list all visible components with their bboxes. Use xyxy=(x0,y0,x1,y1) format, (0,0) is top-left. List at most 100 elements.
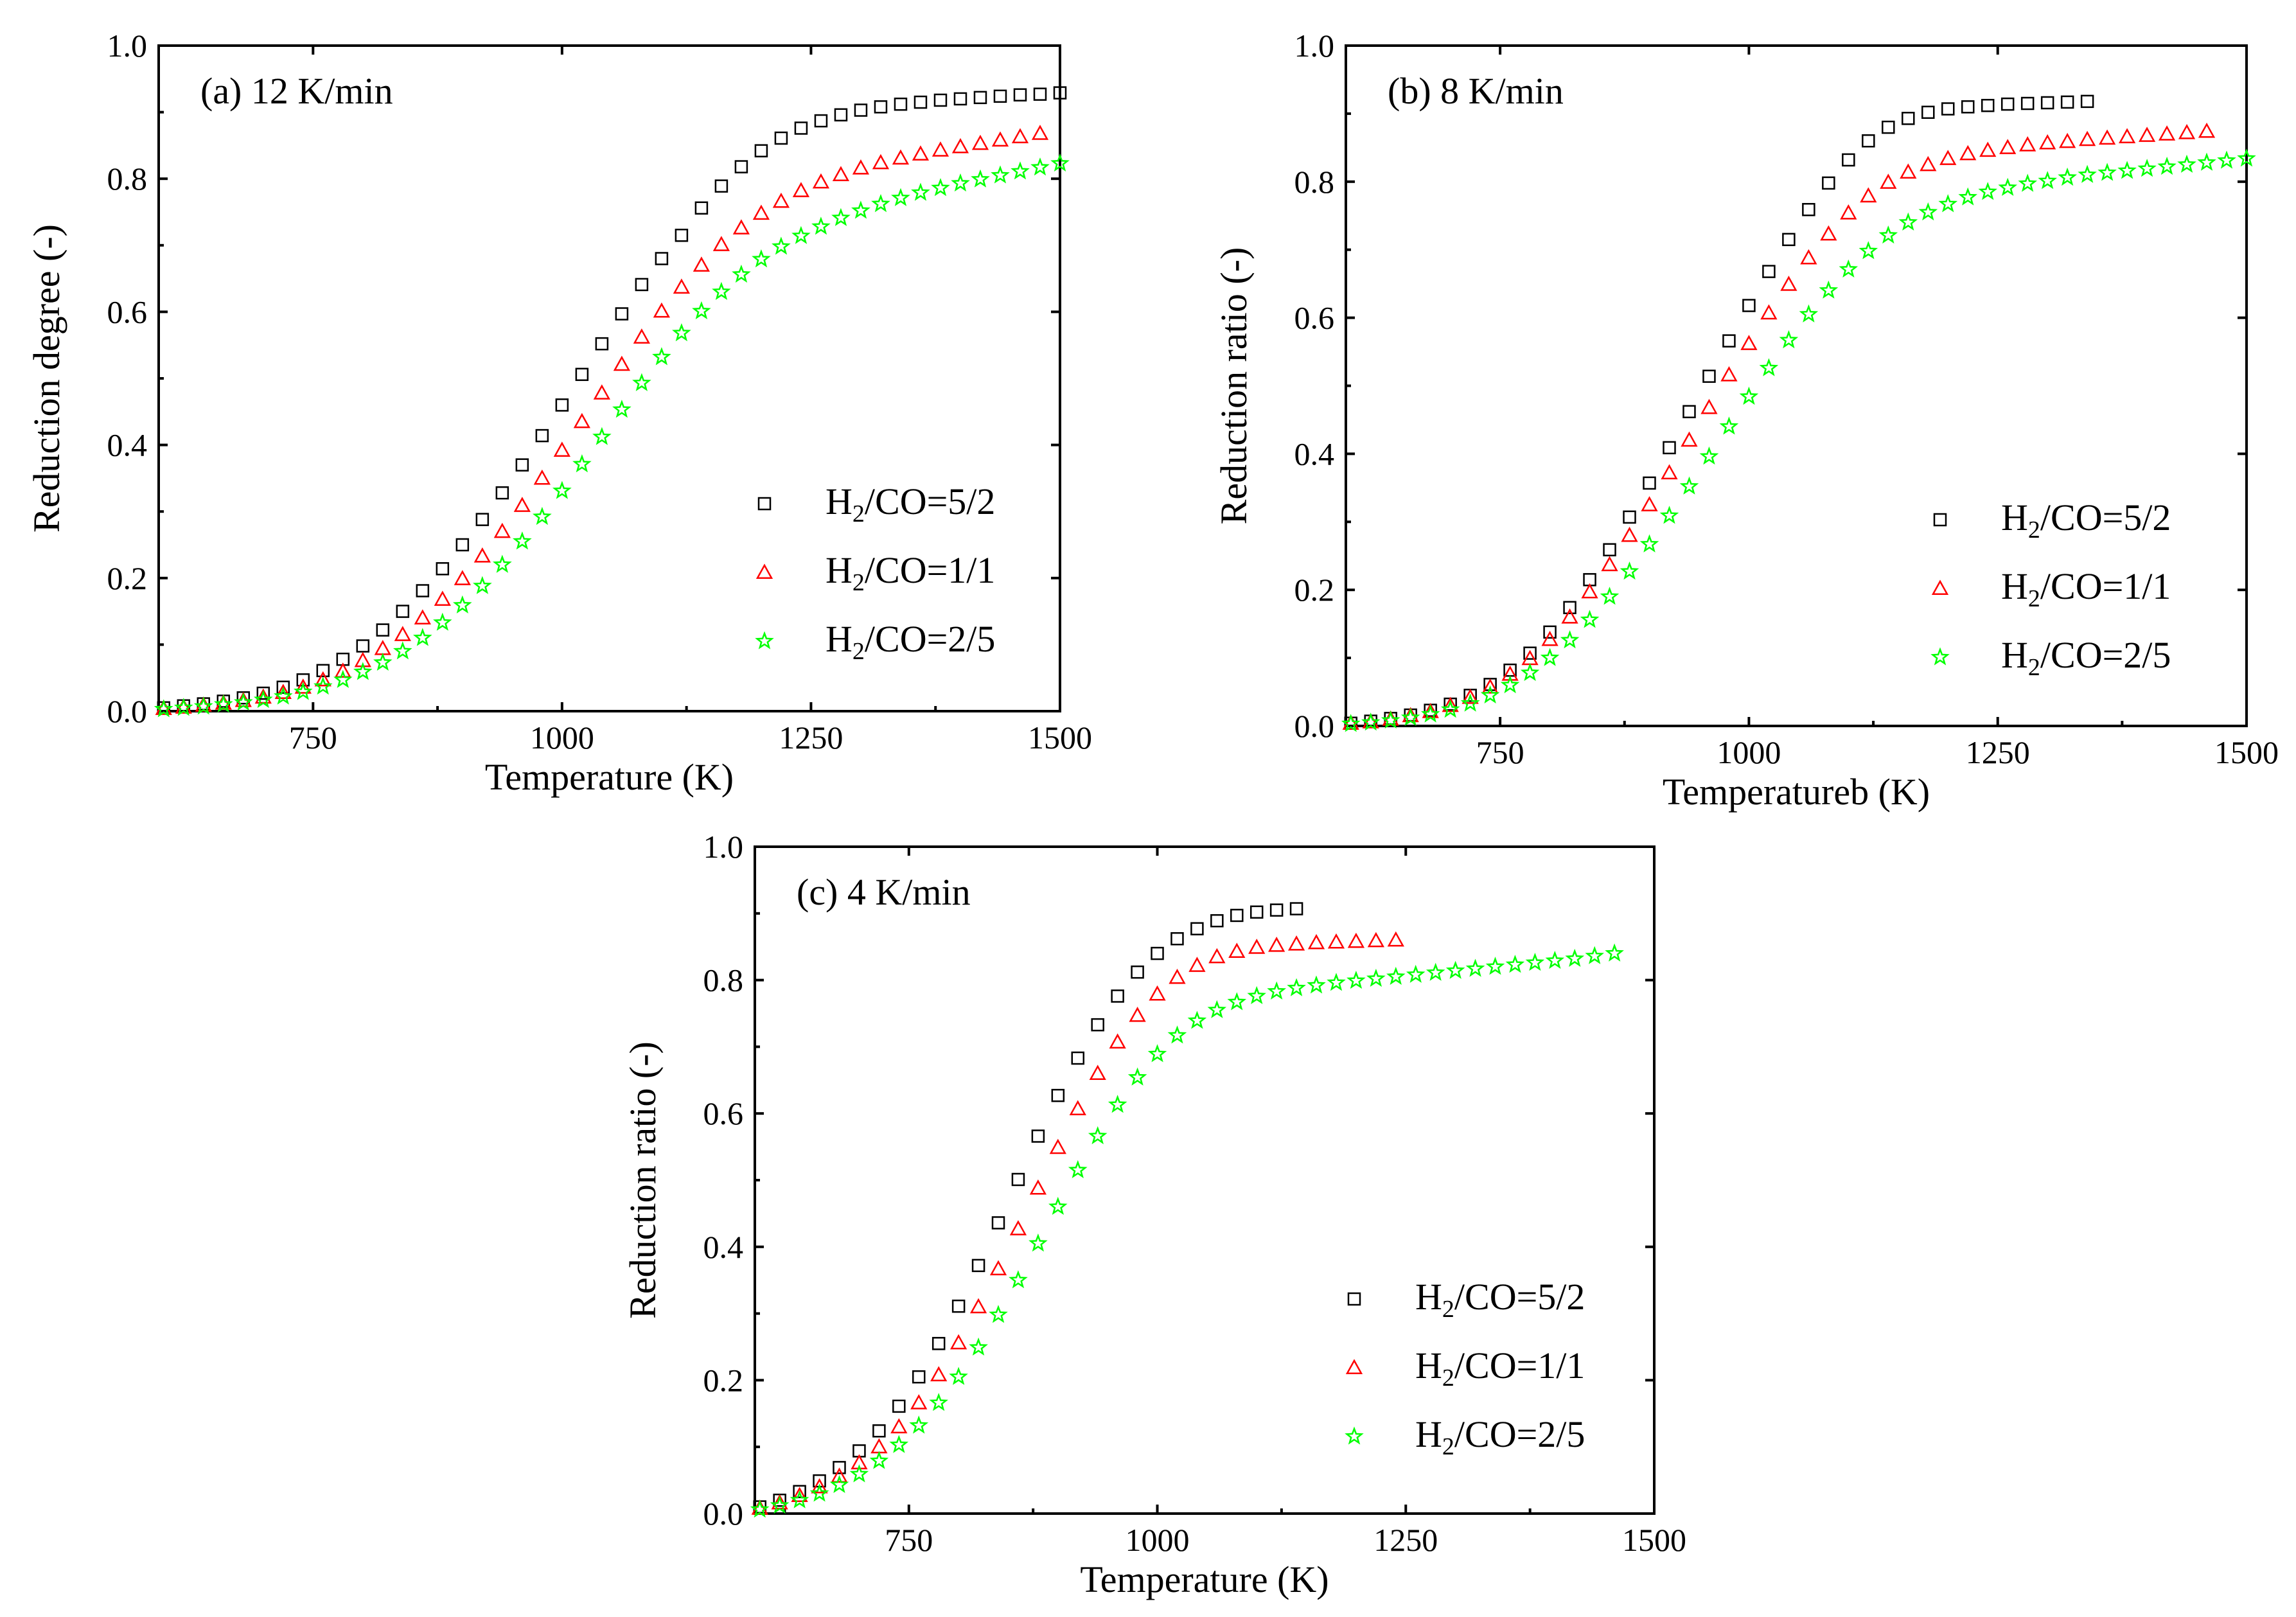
data-point xyxy=(1230,908,1244,923)
data-point xyxy=(1501,665,1519,681)
y-axis-title: Reduction ratio (-) xyxy=(1213,247,1255,525)
y-tick-label: 0.2 xyxy=(107,560,148,596)
y-tick-label: 0.0 xyxy=(1294,708,1335,744)
x-tick-label: 750 xyxy=(1476,734,1524,770)
data-point xyxy=(1802,202,1815,216)
data-point xyxy=(1289,902,1303,915)
data-point xyxy=(1920,155,1937,172)
data-point xyxy=(356,639,370,653)
data-point xyxy=(353,662,373,680)
legend-label: H2/CO=5/2 xyxy=(1415,1276,1585,1323)
data-point xyxy=(932,141,949,157)
data-point xyxy=(673,278,691,294)
legend-marker xyxy=(1930,647,1950,666)
data-point xyxy=(2079,130,2096,146)
data-point xyxy=(811,1478,828,1494)
data-point xyxy=(1031,125,1049,140)
x-tick-label: 1250 xyxy=(1966,734,2030,770)
data-point xyxy=(1030,157,1050,176)
data-point xyxy=(1880,173,1897,189)
data-point xyxy=(333,669,353,688)
data-point xyxy=(1069,1100,1086,1115)
data-point xyxy=(793,1485,806,1498)
data-point xyxy=(2158,125,2176,141)
data-point xyxy=(1902,112,1915,125)
data-point xyxy=(1585,946,1605,964)
data-point xyxy=(1327,973,1346,991)
data-point xyxy=(2117,161,2137,179)
data-point xyxy=(1921,105,1935,119)
data-point xyxy=(892,149,910,165)
data-point xyxy=(414,609,431,625)
data-point xyxy=(1307,933,1325,950)
panel-title: (a) 12 K/min xyxy=(200,70,393,112)
data-point xyxy=(434,590,451,606)
data-point xyxy=(872,1424,886,1438)
data-point xyxy=(1563,601,1576,614)
data-point xyxy=(1149,985,1166,1001)
data-point xyxy=(1500,675,1520,694)
data-point xyxy=(931,178,950,197)
x-tick-label: 750 xyxy=(289,720,337,755)
y-tick-label: 0.6 xyxy=(703,1095,744,1131)
data-point xyxy=(1882,120,1895,134)
data-point xyxy=(1842,153,1855,167)
data-point xyxy=(752,204,770,220)
data-point xyxy=(454,570,471,585)
data-point xyxy=(1050,153,1070,172)
data-point xyxy=(834,108,848,121)
data-point xyxy=(1049,1138,1066,1154)
data-point xyxy=(832,166,850,182)
data-point xyxy=(851,200,870,219)
data-point xyxy=(1131,965,1144,979)
data-point xyxy=(1958,187,1978,206)
data-point xyxy=(256,686,270,700)
data-point xyxy=(1779,330,1799,349)
panel-title: (b) 8 K/min xyxy=(1388,70,1564,112)
data-point xyxy=(1840,204,1857,220)
plot-frame xyxy=(1345,44,2248,727)
data-point xyxy=(989,1260,1007,1276)
data-point xyxy=(2039,134,2056,150)
data-point xyxy=(1681,431,1698,447)
data-point xyxy=(750,1499,770,1518)
y-tick-label: 0.4 xyxy=(703,1229,744,1265)
data-point xyxy=(1420,704,1440,723)
legend-label: H2/CO=5/2 xyxy=(2001,497,2171,543)
data-point xyxy=(991,1216,1005,1230)
y-tick-label: 0.6 xyxy=(107,294,148,330)
data-point xyxy=(1859,241,1878,260)
panel-title: (c) 4 K/min xyxy=(797,871,971,913)
data-point xyxy=(1187,1011,1207,1029)
data-point xyxy=(2078,164,2097,183)
data-point xyxy=(1782,233,1796,247)
data-point xyxy=(1679,476,1699,495)
data-point xyxy=(615,307,629,321)
data-point xyxy=(1939,150,1957,165)
data-point xyxy=(792,182,810,197)
data-point xyxy=(1999,139,2017,154)
data-point xyxy=(2178,123,2196,139)
data-point xyxy=(532,506,552,526)
data-point xyxy=(1011,128,1029,143)
data-point xyxy=(794,121,808,135)
data-point xyxy=(655,252,669,265)
data-point xyxy=(1361,712,1381,731)
data-point xyxy=(833,1461,846,1474)
data-point xyxy=(991,165,1010,184)
data-point xyxy=(1048,1196,1068,1215)
data-point xyxy=(1938,194,1958,213)
data-point xyxy=(772,236,791,255)
data-point xyxy=(814,114,828,128)
data-point xyxy=(1760,304,1778,320)
legend-marker xyxy=(1931,579,1949,596)
data-point xyxy=(953,92,967,106)
data-point xyxy=(433,612,452,631)
data-point xyxy=(852,159,870,175)
data-point xyxy=(1227,992,1247,1011)
data-point xyxy=(2197,152,2216,171)
data-point xyxy=(891,188,910,206)
data-point xyxy=(293,682,313,700)
data-point xyxy=(1029,1179,1047,1195)
